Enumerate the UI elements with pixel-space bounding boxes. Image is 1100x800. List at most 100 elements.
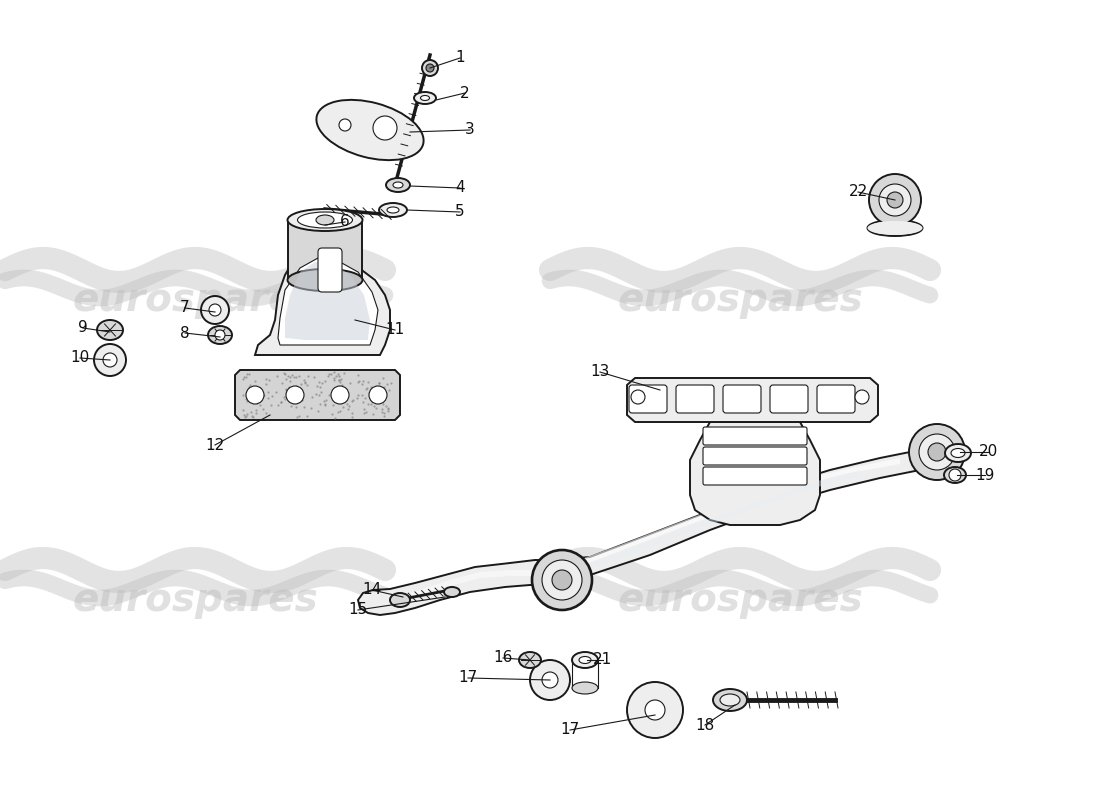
Text: eurospares: eurospares: [617, 281, 862, 319]
FancyBboxPatch shape: [629, 385, 667, 413]
Circle shape: [909, 424, 965, 480]
Polygon shape: [358, 560, 556, 615]
Circle shape: [339, 119, 351, 131]
Circle shape: [918, 434, 955, 470]
Circle shape: [631, 390, 645, 404]
Text: 20: 20: [978, 445, 998, 459]
Ellipse shape: [297, 212, 352, 228]
Ellipse shape: [572, 652, 598, 668]
FancyBboxPatch shape: [817, 385, 855, 413]
Circle shape: [373, 116, 397, 140]
Text: eurospares: eurospares: [617, 581, 862, 619]
Polygon shape: [278, 258, 378, 345]
Ellipse shape: [317, 100, 424, 160]
Text: 2: 2: [460, 86, 470, 101]
Ellipse shape: [208, 326, 232, 344]
Ellipse shape: [387, 207, 399, 213]
Circle shape: [94, 344, 126, 376]
Text: 13: 13: [591, 365, 609, 379]
FancyBboxPatch shape: [676, 385, 714, 413]
Text: 3: 3: [465, 122, 475, 138]
Polygon shape: [395, 570, 540, 604]
Ellipse shape: [720, 694, 740, 706]
Ellipse shape: [868, 221, 923, 235]
Text: 5: 5: [455, 205, 465, 219]
Ellipse shape: [944, 467, 966, 483]
Ellipse shape: [868, 220, 923, 236]
Text: 4: 4: [455, 181, 465, 195]
Circle shape: [286, 386, 304, 404]
Ellipse shape: [379, 203, 407, 217]
Polygon shape: [556, 445, 935, 575]
Circle shape: [368, 386, 387, 404]
Ellipse shape: [519, 652, 541, 668]
Ellipse shape: [97, 320, 123, 340]
Circle shape: [331, 386, 349, 404]
Polygon shape: [575, 470, 860, 575]
Ellipse shape: [952, 449, 965, 458]
Circle shape: [887, 192, 903, 208]
FancyBboxPatch shape: [318, 248, 342, 292]
Text: 11: 11: [385, 322, 405, 338]
Ellipse shape: [572, 682, 598, 694]
Ellipse shape: [287, 269, 363, 291]
Circle shape: [928, 443, 946, 461]
Circle shape: [542, 672, 558, 688]
Ellipse shape: [444, 587, 460, 597]
Circle shape: [103, 353, 117, 367]
Circle shape: [645, 700, 665, 720]
Ellipse shape: [579, 657, 591, 663]
FancyBboxPatch shape: [770, 385, 808, 413]
Text: 12: 12: [206, 438, 224, 453]
Polygon shape: [288, 220, 362, 280]
Text: 6: 6: [340, 214, 350, 230]
Circle shape: [532, 550, 592, 610]
FancyBboxPatch shape: [703, 467, 807, 485]
Text: 19: 19: [976, 467, 994, 482]
Circle shape: [209, 304, 221, 316]
Text: 14: 14: [362, 582, 382, 598]
Text: 1: 1: [455, 50, 465, 66]
Text: 17: 17: [560, 722, 580, 738]
Text: 8: 8: [180, 326, 190, 341]
Circle shape: [855, 390, 869, 404]
Circle shape: [426, 64, 434, 72]
Circle shape: [627, 682, 683, 738]
Text: 17: 17: [459, 670, 477, 686]
Circle shape: [552, 570, 572, 590]
Circle shape: [879, 184, 911, 216]
Polygon shape: [285, 262, 370, 340]
FancyBboxPatch shape: [703, 447, 807, 465]
Circle shape: [949, 469, 961, 481]
Text: 9: 9: [78, 321, 88, 335]
Circle shape: [201, 296, 229, 324]
Text: 22: 22: [848, 185, 868, 199]
Circle shape: [542, 560, 582, 600]
Text: 18: 18: [695, 718, 715, 733]
Polygon shape: [235, 370, 400, 420]
Ellipse shape: [713, 689, 747, 711]
Polygon shape: [627, 378, 878, 422]
Circle shape: [530, 660, 570, 700]
Ellipse shape: [393, 182, 403, 188]
Text: 16: 16: [493, 650, 513, 666]
Polygon shape: [565, 458, 900, 572]
Ellipse shape: [945, 444, 971, 462]
Circle shape: [869, 174, 921, 226]
Polygon shape: [690, 422, 820, 525]
Circle shape: [214, 330, 225, 340]
Ellipse shape: [316, 215, 334, 225]
Ellipse shape: [420, 95, 429, 101]
Text: 10: 10: [70, 350, 89, 366]
Text: eurospares: eurospares: [73, 281, 318, 319]
Text: 7: 7: [180, 301, 190, 315]
Ellipse shape: [287, 209, 363, 231]
Polygon shape: [255, 245, 390, 355]
Text: 15: 15: [349, 602, 367, 618]
Circle shape: [422, 60, 438, 76]
Ellipse shape: [414, 92, 436, 104]
Circle shape: [246, 386, 264, 404]
Ellipse shape: [390, 593, 410, 607]
Text: 21: 21: [593, 653, 613, 667]
FancyBboxPatch shape: [723, 385, 761, 413]
